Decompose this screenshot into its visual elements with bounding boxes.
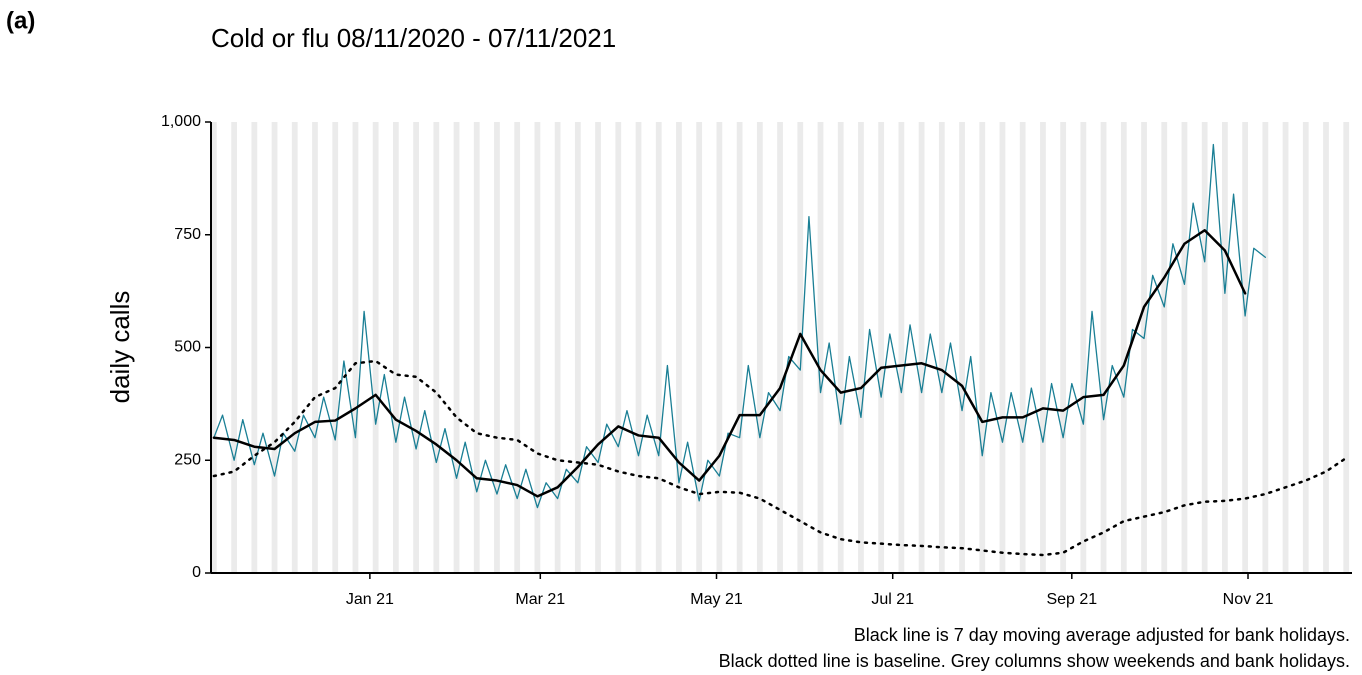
weekend-column <box>473 122 480 573</box>
x-tick-label: Mar 21 <box>515 591 565 608</box>
weekend-column <box>1141 122 1147 573</box>
weekend-column <box>392 122 399 573</box>
y-tick-label: 1,000 <box>161 113 201 130</box>
data-line <box>212 228 1247 498</box>
weekend-column <box>534 122 541 573</box>
y-tick-label: 0 <box>192 564 201 581</box>
weekend-column <box>251 122 258 573</box>
weekend-column <box>413 122 419 573</box>
x-tick-label: Sep 21 <box>1046 591 1097 608</box>
weekend-column <box>797 122 804 573</box>
weekend-column <box>756 122 763 573</box>
weekend-column <box>635 122 642 573</box>
weekend-column <box>615 122 622 573</box>
weekend-column <box>655 122 662 573</box>
x-tick-label: Jul 21 <box>871 591 914 608</box>
weekend-column <box>676 122 682 573</box>
weekend-column <box>1242 122 1249 573</box>
plot-area: 0 250 500 750 1,000 Jan 21 Mar 21 May 21 Jul 21 S… <box>161 113 1352 608</box>
panel-label: (a) <box>6 7 35 34</box>
weekend-column <box>574 122 581 573</box>
x-tick-label: Jan 21 <box>346 591 394 608</box>
weekend-column <box>1161 122 1168 573</box>
weekend-column <box>1120 122 1127 573</box>
weekend-column <box>1201 122 1208 573</box>
weekend-column <box>777 122 783 573</box>
weekend-column <box>1019 122 1026 573</box>
y-tick-label: 500 <box>174 339 201 356</box>
weekend-column <box>696 122 703 573</box>
x-tick-label: Nov 21 <box>1223 591 1274 608</box>
weekend-column <box>1323 122 1329 573</box>
weekend-column <box>1100 122 1107 573</box>
y-axis-label: daily calls <box>105 291 135 404</box>
weekend-column <box>312 122 318 573</box>
footnote: Black line is 7 day moving average adjus… <box>854 625 1350 645</box>
weekend-column <box>271 122 278 573</box>
weekend-column <box>453 122 460 573</box>
weekend-column <box>736 122 743 573</box>
weekend-column <box>716 122 723 573</box>
chart-title: Cold or flu 08/11/2020 - 07/11/2021 <box>211 23 616 53</box>
weekend-column <box>837 122 844 573</box>
weekend-column <box>1040 122 1046 573</box>
weekend-column <box>1343 122 1350 573</box>
weekend-column <box>1262 122 1269 573</box>
weekend-column <box>938 122 945 573</box>
weekend-column <box>595 122 601 573</box>
data-line <box>213 143 1266 509</box>
weekend-column <box>918 122 925 573</box>
weekend-column <box>1060 122 1067 573</box>
weekend-column <box>211 122 217 573</box>
y-tick-label: 250 <box>174 451 201 468</box>
weekend-column <box>999 122 1006 573</box>
weekend-column <box>332 122 339 573</box>
weekend-column <box>494 122 500 573</box>
weekend-column <box>514 122 521 573</box>
weekend-column <box>858 122 864 573</box>
weekend-column <box>817 122 824 573</box>
weekend-column <box>433 122 440 573</box>
weekend-column <box>979 122 986 573</box>
weekend-column <box>352 122 359 573</box>
weekend-column <box>1282 122 1289 573</box>
weekend-column <box>898 122 905 573</box>
weekend-column <box>878 122 885 573</box>
weekend-column <box>1302 122 1309 573</box>
footnote: Black dotted line is baseline. Grey colu… <box>719 651 1350 671</box>
weekend-column <box>1080 122 1087 573</box>
weekend-columns <box>211 122 1350 573</box>
weekend-column <box>372 122 379 573</box>
weekend-column <box>1222 122 1228 573</box>
weekend-column <box>231 122 237 573</box>
weekend-column <box>291 122 298 573</box>
y-tick-label: 750 <box>174 226 201 243</box>
weekend-column <box>554 122 561 573</box>
x-tick-label: May 21 <box>690 591 743 608</box>
weekend-column <box>1181 122 1188 573</box>
weekend-column <box>959 122 965 573</box>
